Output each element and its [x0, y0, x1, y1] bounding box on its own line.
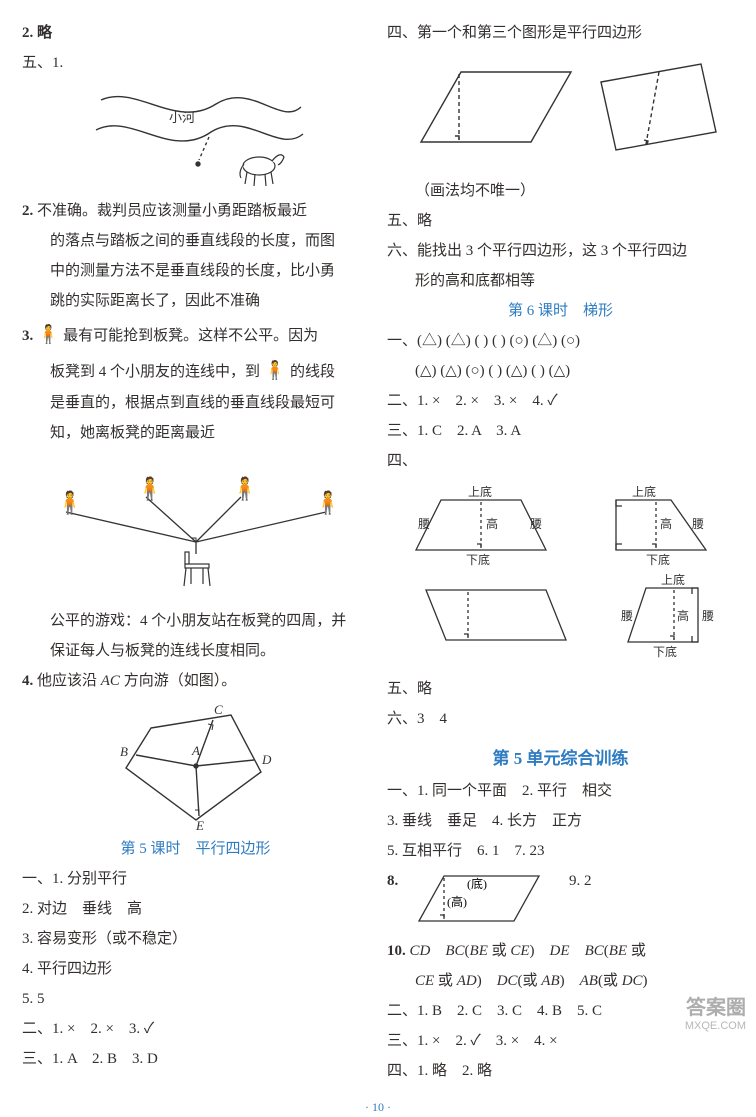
q4-figure: A B C D E [96, 700, 296, 830]
s4-note: （画法均不唯一） [387, 176, 734, 206]
children-chair-figure: 🧍 🧍 🧍 🧍 [46, 452, 346, 602]
u5-10b: CE 或 AD) DC(或 AB) AB(或 DC) [387, 966, 734, 996]
q4-text-v: 他应该沿 AC 方向游（如图）。 [37, 673, 236, 689]
page: 2. 略 五、1. 小河 2. 2. 不准确。裁判员应该测量小勇距踏板最近不准确… [0, 0, 756, 1096]
q2-text-lead: 2. 2. 不准确。裁判员应该测量小勇距踏板最近不准确。裁判员应该测量小勇距踏板… [22, 196, 369, 226]
q2-line2: 的落点与踏板之间的垂直线段的长度，而图 [22, 226, 369, 256]
u5-3: 3. 垂线 垂足 4. 长方 正方 [387, 806, 734, 836]
svg-text:上底: 上底 [661, 572, 685, 587]
child-icon: 🧍 [37, 324, 59, 344]
svg-text:腰: 腰 [418, 517, 430, 531]
svg-text:上底: 上底 [468, 484, 492, 499]
sec6-tf: 二、1. × 2. × 3. × 4. ✓ [387, 386, 734, 416]
svg-text:高: 高 [486, 516, 498, 531]
s5-1: 一、1. 分别平行 [22, 864, 369, 894]
q3-part1: 最有可能抢到板凳。这样不公平。因为 [63, 328, 318, 344]
label-C: C [214, 702, 223, 717]
svg-text:腰: 腰 [692, 517, 704, 531]
unit5-title: 第 5 单元综合训练 [387, 742, 734, 776]
q4-text: 4. 他应该沿 AC 方向游（如图）。 [22, 666, 369, 696]
s5-4: 4. 平行四边形 [22, 954, 369, 984]
s5-2: 2. 对边 垂线 高 [22, 894, 369, 924]
q3-fair2: 保证每人与板凳的连线长度相同。 [22, 636, 369, 666]
label-E: E [195, 818, 204, 830]
u5-mc: 二、1. B 2. C 3. C 4. B 5. C [387, 996, 734, 1026]
u5-10a: 10. CD BC(BE 或 CE) DE BC(BE 或 [387, 936, 734, 966]
watermark: 答案圈 MXQE.COM [685, 991, 746, 1032]
trapezoid-figures: 上底 下底 腰 腰 高 上底 下底 高 腰 上底 下底 腰 腰 高 [396, 480, 726, 670]
u5-1: 一、1. 同一个平面 2. 平行 相交 [387, 776, 734, 806]
q3-line2a: 板凳到 4 个小朋友的连线中，到 [50, 364, 260, 380]
s5-3: 3. 容易变形（或不稳定） [22, 924, 369, 954]
left-column: 2. 略 五、1. 小河 2. 2. 不准确。裁判员应该测量小勇距踏板最近不准确… [22, 18, 369, 1086]
u5-10a-v: CD BC(BE 或 CE) DE BC(BE 或 [410, 943, 646, 959]
svg-text:上底: 上底 [632, 484, 656, 499]
s5-mc: 三、1. A 2. B 3. D [22, 1044, 369, 1074]
svg-text:高: 高 [660, 516, 672, 531]
sec6-row1: 一、(△) (△) ( ) ( ) (○) (△) (○) [387, 326, 734, 356]
kid-icon-3: 🧍 [231, 476, 258, 501]
river-horse-figure: 小河 [81, 82, 311, 192]
svg-text:腰: 腰 [530, 517, 542, 531]
u5-q4: 四、1. 略 2. 略 [387, 1056, 734, 1086]
sec6-q5: 五、略 [387, 674, 734, 704]
s5-5: 5. 5 [22, 984, 369, 1014]
svg-text:下底: 下底 [653, 644, 677, 659]
section5-title: 第 5 课时 平行四边形 [22, 834, 369, 864]
q3-line1: 3. 🧍 最有可能抢到板凳。这样不公平。因为 [22, 316, 369, 352]
page-number: 10 [372, 1100, 384, 1114]
q3-line4: 知，她离板凳的距离最近 [22, 418, 369, 448]
u5-tf: 三、1. × 2. ✓ 3. × 4. × [387, 1026, 734, 1056]
u5-8-row: 8. (底) (高) 9. 2 [387, 866, 734, 936]
svg-text:(高): (高) [447, 894, 467, 909]
q3-fair1: 公平的游戏：4 个小朋友站在板凳的四周，并 [22, 606, 369, 636]
watermark-2: MXQE.COM [685, 1020, 746, 1032]
u5-8b: 9. 2 [569, 866, 592, 896]
q2-line3: 中的测量方法不是垂直线段的长度，比小勇 [22, 256, 369, 286]
q2-text-1v: 不准确。裁判员应该测量小勇距踏板最近 [37, 203, 307, 219]
s4-head: 四、第一个和第三个图形是平行四边形 [387, 18, 734, 48]
q3-line2b: 的线段 [290, 364, 335, 380]
kid-icon-1: 🧍 [56, 490, 83, 515]
kid-icon-4: 🧍 [314, 490, 341, 515]
sec6-q6: 六、3 4 [387, 704, 734, 734]
u5-8-figure: (底) (高) [409, 866, 549, 936]
s5-r: 五、略 [387, 206, 734, 236]
q3-line2: 板凳到 4 个小朋友的连线中，到 🧍 的线段 [22, 352, 369, 388]
kid-icon-2: 🧍 [136, 476, 163, 501]
section6-title: 第 6 课时 梯形 [387, 296, 734, 326]
s6-r1: 六、能找出 3 个平行四边形，这 3 个平行四边 [387, 236, 734, 266]
q5-label: 五、1. [22, 48, 369, 78]
sec6-mc: 三、1. C 2. A 3. A [387, 416, 734, 446]
u5-8a: 8. [387, 866, 409, 896]
sec6-q4: 四、 [387, 446, 734, 476]
q3-lead: 3. [22, 328, 33, 344]
sec6-row2: (△) (△) (○) ( ) (△) ( ) (△) [387, 356, 734, 386]
river-label-text: 小河 [169, 110, 195, 125]
label-A: A [191, 743, 200, 758]
parallelograms-figure [401, 52, 721, 172]
watermark-1: 答案圈 [685, 991, 746, 1020]
q3-line3: 是垂直的，根据点到直线的垂直线段最短可 [22, 388, 369, 418]
q2-header: 2. 略 [22, 18, 369, 48]
child-icon-2: 🧍 [264, 360, 286, 380]
q2-line4: 跳的实际距离长了，因此不准确 [22, 286, 369, 316]
label-D: D [261, 752, 272, 767]
page-footer: · 10 · [0, 1096, 756, 1117]
svg-text:下底: 下底 [466, 552, 490, 567]
svg-text:腰: 腰 [702, 609, 714, 623]
s6-r2: 形的高和底都相等 [387, 266, 734, 296]
svg-text:高: 高 [677, 608, 689, 623]
u5-5: 5. 互相平行 6. 1 7. 23 [387, 836, 734, 866]
svg-text:下底: 下底 [646, 552, 670, 567]
right-column: 四、第一个和第三个图形是平行四边形 （画法均不唯一） 五、略 六、能找出 3 个… [387, 18, 734, 1086]
label-B: B [120, 744, 128, 759]
svg-text:(底): (底) [467, 876, 487, 891]
svg-text:腰: 腰 [621, 609, 633, 623]
